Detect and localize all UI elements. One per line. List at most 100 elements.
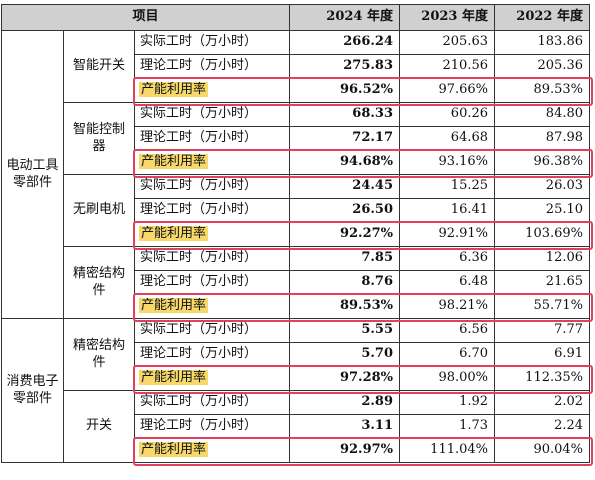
- category-cell: 消费电子零部件: [1, 318, 64, 463]
- value-cell-2023: 205.63: [399, 30, 496, 55]
- metric-cell: 实际工时（万小时）: [133, 30, 291, 55]
- header-2023: 2023 年度: [399, 4, 496, 31]
- metric-label: 实际工时（万小时）: [140, 34, 258, 50]
- value-cell-2024: 97.28%: [289, 366, 401, 391]
- product-cell: 智能控制器: [63, 102, 135, 175]
- value-cell-2023: 60.26: [399, 102, 496, 127]
- value-cell-2022: 89.53%: [494, 78, 591, 103]
- value-cell-2024: 89.53%: [289, 294, 401, 319]
- value-cell-2023: 6.36: [399, 246, 496, 271]
- value-cell-2024: 92.97%: [289, 438, 401, 463]
- value-cell-2023: 210.56: [399, 54, 496, 79]
- capacity-table: 项目 2024 年度 2023 年度 2022 年度 电动工具零部件 智能开关 实际…: [0, 4, 591, 463]
- metric-cell: 理论工时（万小时）: [133, 270, 291, 295]
- value-cell-2024: 8.76: [289, 270, 401, 295]
- metric-label: 实际工时（万小时）: [140, 322, 258, 338]
- metric-cell: 理论工时（万小时）: [133, 342, 291, 367]
- table-row: 精密结构件 实际工时（万小时） 7.85 6.36 12.06: [2, 246, 591, 319]
- value-cell-2022: 96.38%: [494, 150, 591, 175]
- metric-label: 实际工时（万小时）: [140, 250, 258, 266]
- value-cell-2022: 6.91: [494, 342, 591, 367]
- value-cell-2023: 64.68: [399, 126, 496, 151]
- metric-label: 理论工时（万小时）: [140, 202, 258, 218]
- metric-cell: 理论工时（万小时）: [133, 198, 291, 223]
- value-cell-2022: 84.80: [494, 102, 591, 127]
- value-cell-2023: 6.56: [399, 318, 496, 343]
- utilization-row: 产能利用率 97.28% 98.00% 112.35%: [2, 366, 591, 391]
- value-cell-2023: 98.21%: [399, 294, 496, 319]
- utilization-label: 产能利用率: [139, 298, 209, 314]
- metric-cell: 产能利用率: [133, 366, 291, 391]
- metric-cell: 理论工时（万小时）: [133, 54, 291, 79]
- utilization-row: 产能利用率 92.97% 111.04% 90.04%: [2, 438, 591, 463]
- value-cell-2022: 12.06: [494, 246, 591, 271]
- table-row: 开关 实际工时（万小时） 2.89 1.92 2.02: [2, 390, 591, 463]
- value-cell-2023: 1.73: [399, 414, 496, 439]
- metric-label: 理论工时（万小时）: [140, 274, 258, 290]
- metric-label: 实际工时（万小时）: [140, 178, 258, 194]
- metric-cell: 实际工时（万小时）: [133, 102, 291, 127]
- value-cell-2024: 5.55: [289, 318, 401, 343]
- value-cell-2024: 24.45: [289, 174, 401, 199]
- value-cell-2022: 205.36: [494, 54, 591, 79]
- value-cell-2023: 1.92: [399, 390, 496, 415]
- product-cell: 无刷电机: [63, 174, 135, 247]
- metric-cell: 实际工时（万小时）: [133, 174, 291, 199]
- table-row: 理论工时（万小时） 5.70 6.70 6.91: [2, 342, 591, 367]
- metric-cell: 理论工时（万小时）: [133, 126, 291, 151]
- metric-cell: 产能利用率: [133, 78, 291, 103]
- table-row: 理论工时（万小时） 275.83 210.56 205.36: [2, 54, 591, 79]
- value-cell-2022: 112.35%: [494, 366, 591, 391]
- value-cell-2024: 7.85: [289, 246, 401, 271]
- value-cell-2024: 275.83: [289, 54, 401, 79]
- value-cell-2024: 3.11: [289, 414, 401, 439]
- value-cell-2024: 2.89: [289, 390, 401, 415]
- utilization-row: 产能利用率 96.52% 97.66% 89.53%: [2, 78, 591, 103]
- value-cell-2023: 93.16%: [399, 150, 496, 175]
- value-cell-2023: 98.00%: [399, 366, 496, 391]
- value-cell-2024: 96.52%: [289, 78, 401, 103]
- value-cell-2022: 87.98: [494, 126, 591, 151]
- table-body: 电动工具零部件 智能开关 实际工时（万小时） 266.24 205.63 183.86 理论…: [1, 30, 591, 463]
- value-cell-2022: 55.71%: [494, 294, 591, 319]
- metric-cell: 产能利用率: [133, 438, 291, 463]
- value-cell-2023: 16.41: [399, 198, 496, 223]
- table-row: 智能控制器 实际工时（万小时） 68.33 60.26 84.80: [2, 102, 591, 175]
- metric-cell: 产能利用率: [133, 294, 291, 319]
- table-row: 消费电子零部件 精密结构件 实际工时（万小时） 5.55 6.56 7.77: [1, 318, 591, 463]
- value-cell-2022: 26.03: [494, 174, 591, 199]
- value-cell-2023: 6.70: [399, 342, 496, 367]
- metric-label: 实际工时（万小时）: [140, 394, 258, 410]
- value-cell-2022: 2.02: [494, 390, 591, 415]
- value-cell-2024: 266.24: [289, 30, 401, 55]
- value-cell-2022: 25.10: [494, 198, 591, 223]
- value-cell-2024: 92.27%: [289, 222, 401, 247]
- metric-label: 理论工时（万小时）: [140, 346, 258, 362]
- table-header: 项目 2024 年度 2023 年度 2022 年度: [0, 4, 591, 31]
- value-cell-2022: 21.65: [494, 270, 591, 295]
- value-cell-2024: 94.68%: [289, 150, 401, 175]
- table-row: 理论工时（万小时） 3.11 1.73 2.24: [2, 414, 591, 439]
- product-cell: 开关: [63, 390, 135, 463]
- header-item: 项目: [0, 4, 291, 31]
- product-cell: 智能开关: [63, 30, 135, 103]
- value-cell-2024: 26.50: [289, 198, 401, 223]
- value-cell-2022: 103.69%: [494, 222, 591, 247]
- table-row: 电动工具零部件 智能开关 实际工时（万小时） 266.24 205.63 183.86: [1, 30, 591, 319]
- value-cell-2024: 72.17: [289, 126, 401, 151]
- metric-cell: 理论工时（万小时）: [133, 414, 291, 439]
- value-cell-2024: 5.70: [289, 342, 401, 367]
- value-cell-2022: 90.04%: [494, 438, 591, 463]
- table-row: 无刷电机 实际工时（万小时） 24.45 15.25 26.03: [2, 174, 591, 247]
- metric-cell: 实际工时（万小时）: [133, 390, 291, 415]
- value-cell-2022: 2.24: [494, 414, 591, 439]
- utilization-label: 产能利用率: [139, 154, 209, 170]
- metric-cell: 产能利用率: [133, 150, 291, 175]
- table-row: 理论工时（万小时） 26.50 16.41 25.10: [2, 198, 591, 223]
- metric-cell: 产能利用率: [133, 222, 291, 247]
- value-cell-2023: 111.04%: [399, 438, 496, 463]
- value-cell-2023: 92.91%: [399, 222, 496, 247]
- metric-label: 实际工时（万小时）: [140, 106, 258, 122]
- utilization-label: 产能利用率: [139, 82, 209, 98]
